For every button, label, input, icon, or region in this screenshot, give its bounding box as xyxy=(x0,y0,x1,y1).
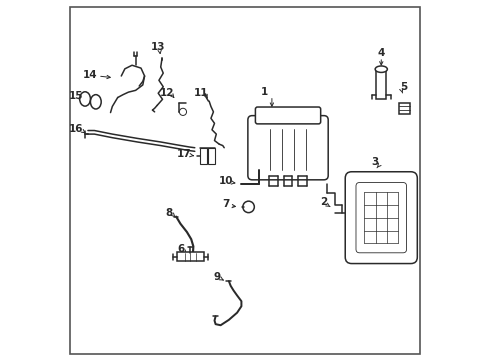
Text: 12: 12 xyxy=(160,88,174,98)
Text: 5: 5 xyxy=(400,82,407,92)
Bar xyxy=(376,69,386,99)
Bar xyxy=(200,148,207,164)
FancyBboxPatch shape xyxy=(255,107,320,124)
Bar xyxy=(399,103,410,114)
Text: 9: 9 xyxy=(214,272,220,282)
Ellipse shape xyxy=(243,201,254,213)
Text: 4: 4 xyxy=(378,48,385,58)
Text: 13: 13 xyxy=(151,42,166,51)
FancyBboxPatch shape xyxy=(248,116,328,180)
Text: 3: 3 xyxy=(371,157,379,167)
Text: 10: 10 xyxy=(219,176,234,186)
Ellipse shape xyxy=(375,66,388,72)
Text: 1: 1 xyxy=(261,87,269,97)
Circle shape xyxy=(179,108,187,116)
Text: 6: 6 xyxy=(177,244,185,254)
Text: 2: 2 xyxy=(320,197,327,207)
Bar xyxy=(208,148,215,164)
FancyBboxPatch shape xyxy=(345,172,417,264)
Text: 15: 15 xyxy=(69,91,83,102)
Ellipse shape xyxy=(80,92,91,106)
Text: 16: 16 xyxy=(69,124,84,134)
Text: 14: 14 xyxy=(83,70,98,80)
Bar xyxy=(177,252,204,261)
Text: 7: 7 xyxy=(222,199,230,210)
FancyBboxPatch shape xyxy=(356,183,407,253)
Ellipse shape xyxy=(91,95,101,109)
Text: 8: 8 xyxy=(165,208,172,218)
Text: 11: 11 xyxy=(194,88,208,98)
Text: 17: 17 xyxy=(177,149,192,159)
